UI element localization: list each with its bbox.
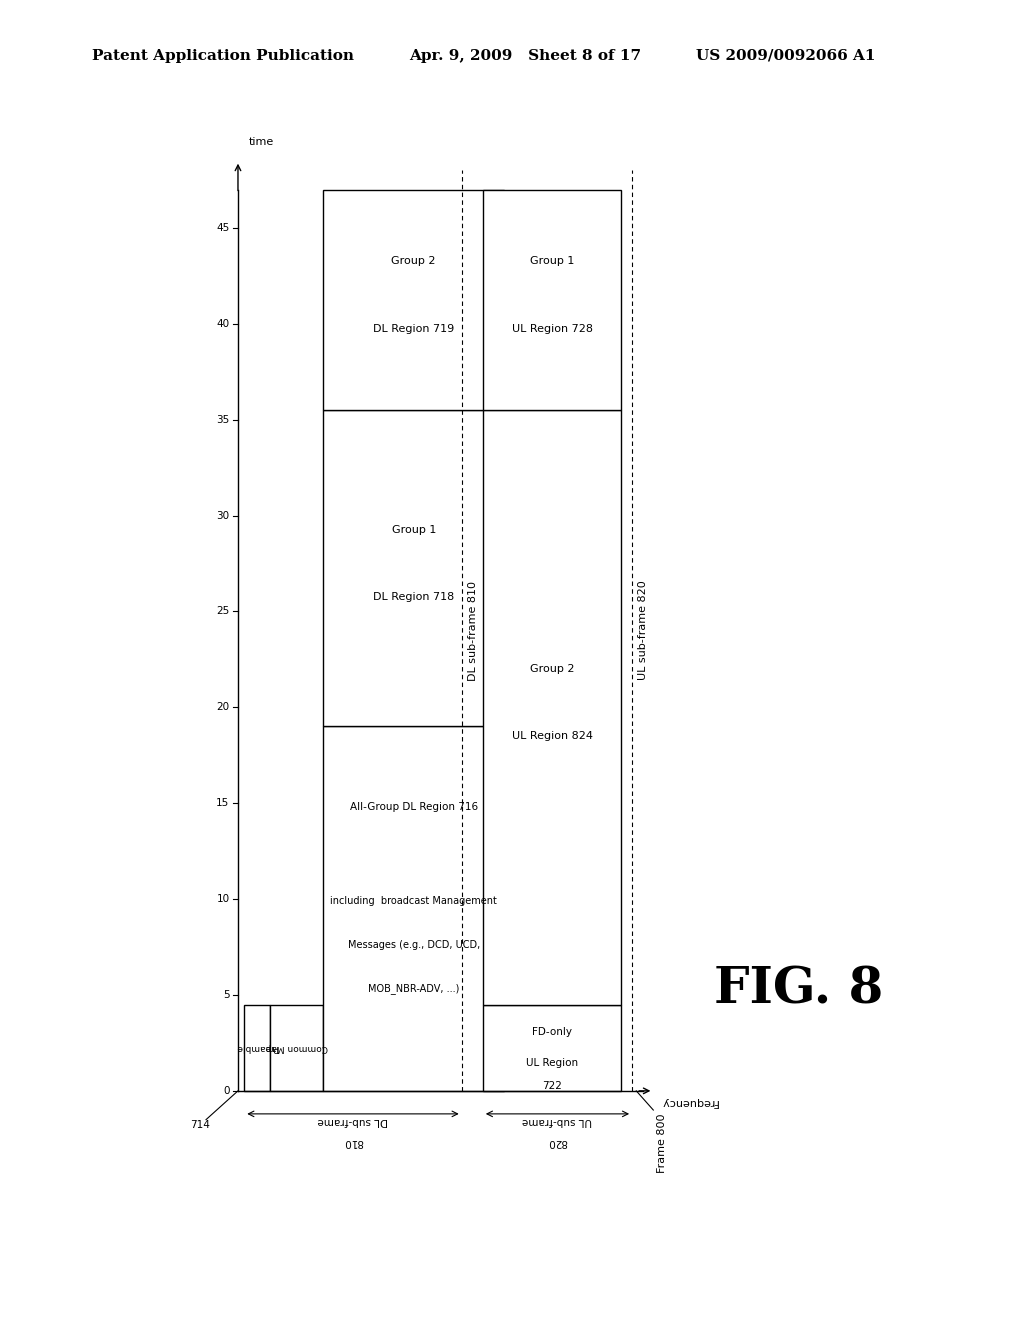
Text: All-Group DL Region 716: All-Group DL Region 716 xyxy=(349,801,478,812)
Bar xyxy=(483,1005,622,1090)
Text: 15: 15 xyxy=(216,799,229,808)
Text: Frame 800: Frame 800 xyxy=(656,1114,667,1173)
Text: 722: 722 xyxy=(542,1081,562,1092)
Text: FD-only: FD-only xyxy=(532,1027,572,1038)
Text: 0: 0 xyxy=(223,1086,229,1096)
Bar xyxy=(324,411,504,726)
Bar xyxy=(324,190,504,411)
Text: Frequency: Frequency xyxy=(659,1097,718,1106)
Text: Group 2: Group 2 xyxy=(391,256,436,267)
Text: FIG. 8: FIG. 8 xyxy=(714,965,884,1015)
Text: Apr. 9, 2009   Sheet 8 of 17: Apr. 9, 2009 Sheet 8 of 17 xyxy=(410,49,642,63)
Text: 5: 5 xyxy=(223,990,229,1001)
Text: 10: 10 xyxy=(216,894,229,904)
Text: Group 1: Group 1 xyxy=(530,256,574,267)
Text: MOB_NBR-ADV, ...): MOB_NBR-ADV, ...) xyxy=(368,983,460,994)
Bar xyxy=(245,1005,270,1090)
Text: 30: 30 xyxy=(216,511,229,520)
Text: DL Region 718: DL Region 718 xyxy=(373,593,455,602)
Text: DL sub-frame 810: DL sub-frame 810 xyxy=(468,581,478,681)
Text: US 2009/0092066 A1: US 2009/0092066 A1 xyxy=(696,49,876,63)
Bar xyxy=(270,1005,324,1090)
Bar xyxy=(483,190,622,411)
Text: 45: 45 xyxy=(216,223,229,232)
Text: 25: 25 xyxy=(216,606,229,616)
Text: Messages (e.g., DCD, UCD,: Messages (e.g., DCD, UCD, xyxy=(347,940,480,950)
Text: 35: 35 xyxy=(216,414,229,425)
Text: UL Region 824: UL Region 824 xyxy=(512,731,593,741)
Text: 40: 40 xyxy=(216,318,229,329)
Text: UL sub-frame: UL sub-frame xyxy=(522,1115,593,1126)
Text: 714: 714 xyxy=(189,1121,210,1130)
Text: Group 1: Group 1 xyxy=(391,525,436,535)
Text: time: time xyxy=(249,137,273,148)
Text: 810: 810 xyxy=(343,1137,362,1147)
Bar xyxy=(483,411,622,1005)
Text: 820: 820 xyxy=(548,1137,567,1147)
Text: UL Region: UL Region xyxy=(526,1059,579,1068)
Text: Common Map: Common Map xyxy=(265,1043,328,1052)
Text: Preamble: Preamble xyxy=(236,1043,279,1052)
Text: UL sub-frame 820: UL sub-frame 820 xyxy=(638,581,648,681)
Text: UL Region 728: UL Region 728 xyxy=(512,323,593,334)
Text: Patent Application Publication: Patent Application Publication xyxy=(92,49,354,63)
Text: Group 2: Group 2 xyxy=(529,664,574,675)
Text: DL Region 719: DL Region 719 xyxy=(373,323,455,334)
Text: 20: 20 xyxy=(216,702,229,713)
Text: including  broadcast Management: including broadcast Management xyxy=(331,896,497,907)
Text: DL sub-frame: DL sub-frame xyxy=(317,1115,388,1126)
Bar xyxy=(324,726,504,1090)
